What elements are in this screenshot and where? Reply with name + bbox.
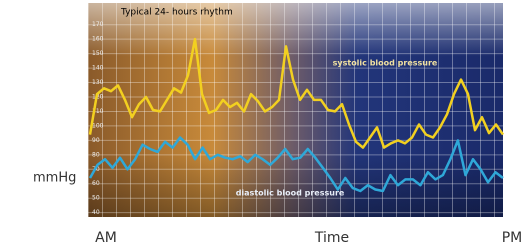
y-tick-label: 150: [92, 50, 104, 57]
x-axis-label: Time: [314, 230, 349, 246]
annotation: diastolic blood pressure: [236, 189, 345, 198]
chart: 405060708090100110120130140150160170 Typ…: [0, 0, 528, 246]
y-tick-label: 80: [92, 151, 100, 158]
y-tick-label: 50: [92, 195, 100, 202]
x-end-label: PM: [502, 230, 523, 246]
y-tick-label: 170: [92, 21, 104, 28]
x-start-label: AM: [95, 230, 117, 246]
y-tick-label: 60: [92, 180, 100, 187]
vertical-grid: [88, 3, 503, 217]
y-axis-label: mmHg: [33, 171, 76, 186]
y-tick-label: 160: [92, 36, 104, 43]
y-tick-label: 90: [92, 137, 100, 144]
chart-title: Typical 24- hours rhythm: [120, 8, 233, 18]
annotation: systolic blood pressure: [333, 59, 438, 68]
y-tick-label: 40: [92, 209, 100, 216]
y-tick-label: 130: [92, 79, 104, 86]
y-tick-label: 140: [92, 65, 104, 72]
y-tick-label: 100: [92, 122, 104, 129]
